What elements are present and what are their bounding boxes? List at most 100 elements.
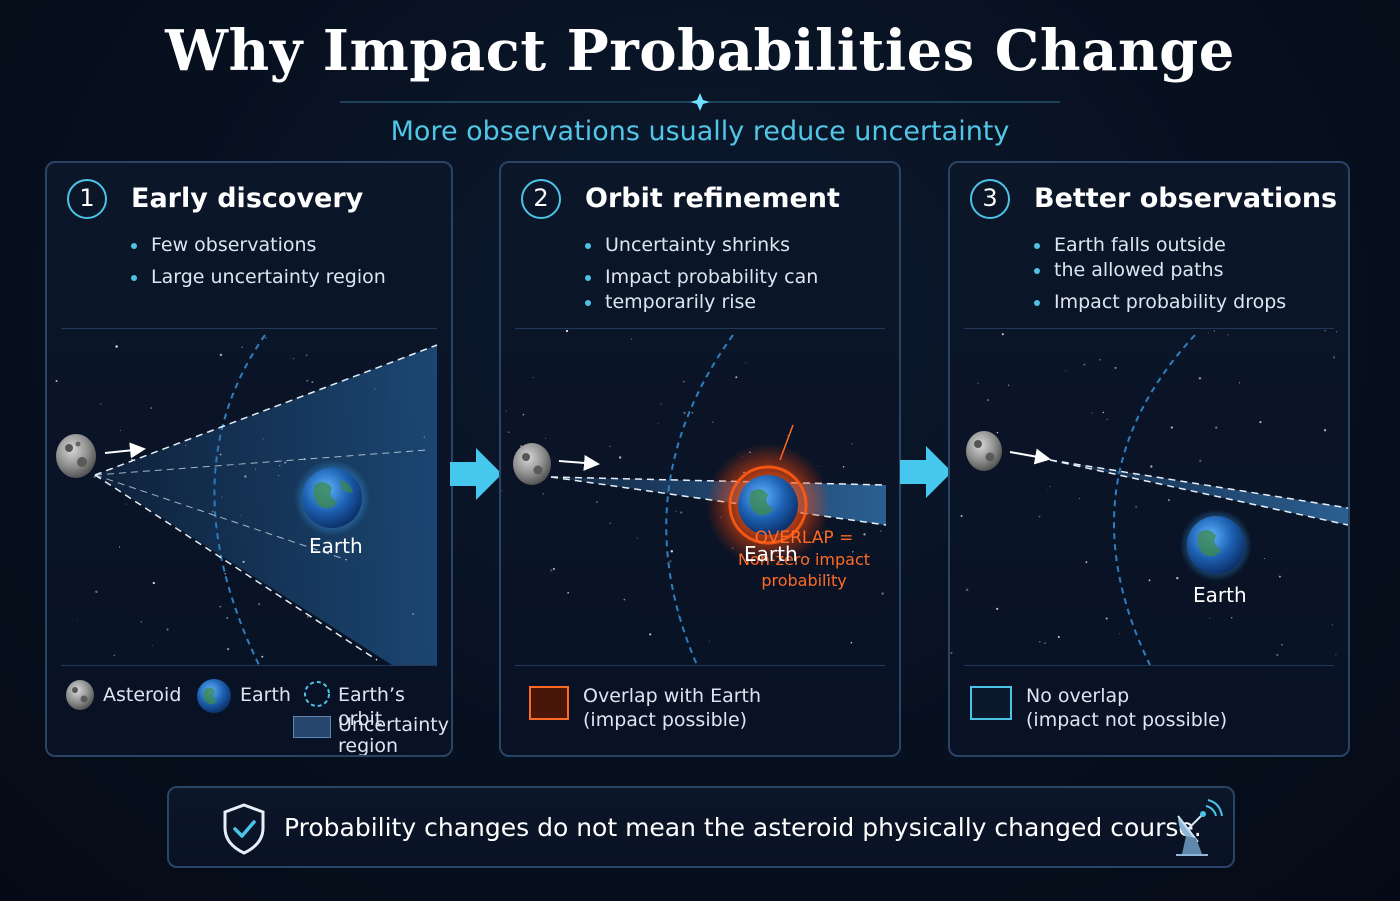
- star: [835, 576, 838, 579]
- asteroid-icon: [513, 443, 551, 485]
- bullet-item-continued: the allowed paths: [1034, 258, 1344, 283]
- bullet-item: Impact probability drops: [1034, 290, 1344, 315]
- earth-label: Earth: [744, 542, 798, 566]
- step-number: 1: [67, 179, 107, 219]
- star: [1238, 382, 1241, 384]
- star: [1230, 617, 1233, 619]
- overlap-callout-line: OVERLAP =: [754, 528, 854, 548]
- star: [786, 435, 788, 437]
- arrow-right-icon: [1009, 448, 1051, 465]
- star: [1167, 499, 1170, 502]
- star: [55, 379, 58, 383]
- star: [152, 581, 155, 585]
- star: [542, 493, 545, 495]
- star: [1331, 624, 1334, 626]
- star: [1039, 641, 1041, 643]
- star: [996, 607, 999, 611]
- star: [1281, 644, 1283, 646]
- star: [151, 645, 153, 647]
- star: [880, 530, 882, 532]
- star: [258, 602, 261, 606]
- page-title: Why Impact Probabilities Change: [165, 18, 1235, 84]
- star: [623, 598, 626, 601]
- star: [265, 337, 267, 339]
- star: [1044, 642, 1046, 644]
- legend: Overlap with Earth (impact possible): [501, 668, 899, 755]
- arrow-right-icon: [450, 448, 502, 500]
- star: [567, 591, 570, 594]
- star: [307, 616, 309, 618]
- divider: [515, 328, 885, 329]
- star: [1259, 421, 1262, 424]
- star: [1001, 333, 1004, 336]
- star: [1099, 358, 1102, 361]
- bullet-list: Uncertainty shrinks Impact probability c…: [585, 233, 895, 322]
- footer-note: Probability changes do not mean the aste…: [167, 786, 1235, 868]
- star: [532, 376, 534, 379]
- legend-overlap-line2: (impact possible): [583, 709, 748, 731]
- star: [987, 398, 990, 402]
- star: [150, 407, 153, 410]
- star: [1276, 653, 1279, 656]
- star: [1007, 384, 1010, 386]
- star: [1213, 330, 1215, 332]
- star-field: [950, 330, 1338, 660]
- legend: No overlap (impact not possible): [950, 668, 1348, 755]
- star: [1176, 576, 1179, 580]
- star: [140, 620, 143, 623]
- earth-icon: [302, 468, 362, 528]
- star: [565, 330, 569, 333]
- star: [77, 620, 78, 622]
- panel-early-discovery: 1 Early discovery Few observations Large…: [45, 161, 453, 757]
- earth-icon: [197, 679, 231, 713]
- star: [1085, 561, 1088, 564]
- earth-icon: [738, 475, 798, 535]
- panel-better-observations: 3 Better observations Earth falls outsid…: [948, 161, 1350, 757]
- star: [1336, 331, 1338, 333]
- star: [306, 379, 309, 382]
- divider: [61, 665, 437, 666]
- star: [545, 437, 546, 439]
- star: [965, 588, 969, 592]
- star: [113, 654, 116, 657]
- star: [960, 514, 963, 518]
- legend-overlap: Overlap with Earth: [583, 685, 762, 707]
- panel-title: Orbit refinement: [585, 183, 840, 214]
- star: [826, 574, 829, 577]
- asteroid-icon: [66, 680, 94, 710]
- star: [520, 445, 522, 447]
- star: [550, 569, 553, 572]
- star: [226, 616, 229, 619]
- divider: [964, 328, 1334, 329]
- legend-asteroid: Asteroid: [103, 684, 182, 706]
- star: [683, 411, 686, 414]
- arrow-right-icon: [900, 446, 952, 498]
- star: [852, 551, 854, 553]
- arrow-right-icon: [558, 454, 600, 471]
- star: [595, 501, 598, 504]
- star: [1215, 426, 1218, 429]
- overlap-swatch: [529, 686, 569, 720]
- legend-no-overlap: No overlap: [1026, 685, 1130, 707]
- star: [1119, 633, 1121, 635]
- star: [735, 376, 738, 379]
- star: [1335, 653, 1337, 656]
- star: [682, 380, 685, 383]
- star: [1105, 617, 1108, 620]
- star: [1091, 412, 1093, 414]
- overlap-callout-line: probability: [761, 571, 847, 590]
- orbit-icon: [213, 334, 266, 665]
- star: [851, 443, 853, 445]
- star: [1170, 426, 1173, 429]
- star: [669, 560, 672, 563]
- star: [522, 413, 525, 416]
- star: [226, 647, 230, 651]
- legend-no-overlap-line2: (impact not possible): [1026, 709, 1228, 731]
- panel-title: Better observations: [1034, 183, 1338, 214]
- star: [166, 628, 169, 631]
- satellite-dish-icon: [1176, 799, 1223, 856]
- star: [636, 537, 638, 539]
- bullet-item: Impact probability can: [585, 265, 895, 290]
- star: [118, 546, 121, 548]
- star: [125, 503, 127, 505]
